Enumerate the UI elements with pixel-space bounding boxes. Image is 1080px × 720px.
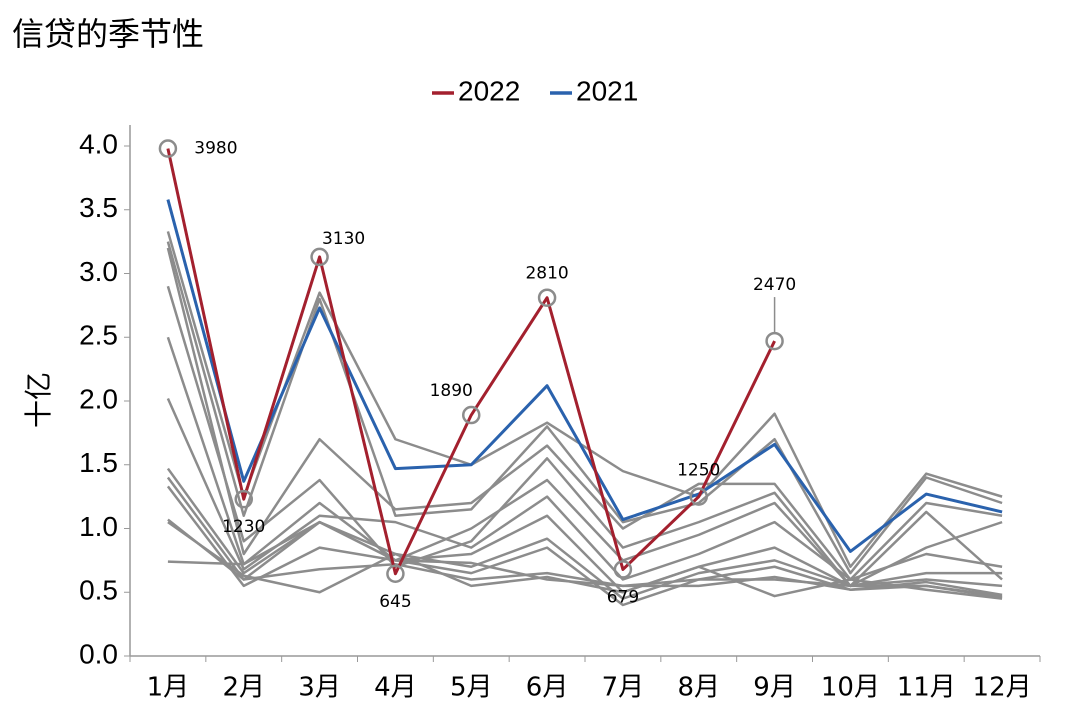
- point-marker: [537, 288, 557, 307]
- point-marker: [689, 487, 708, 506]
- x-tick-label: 12月: [973, 673, 1032, 703]
- data-label: 1230: [222, 517, 265, 537]
- x-tick-label: 10月: [821, 673, 880, 703]
- series-line: [166, 199, 1003, 553]
- point-marker: [310, 247, 329, 267]
- data-label: 1890: [430, 381, 473, 401]
- x-tick-label: 6月: [526, 673, 569, 703]
- data-label: 645: [379, 592, 411, 612]
- x-tick-label: 9月: [753, 673, 796, 703]
- point-marker: [386, 564, 405, 584]
- point-marker: [234, 489, 253, 509]
- point-marker: [613, 560, 633, 579]
- data-label: 2810: [525, 264, 568, 284]
- data-label: 2470: [753, 275, 796, 295]
- y-tick-label: 0.5: [79, 575, 118, 606]
- history-line: [166, 231, 1003, 568]
- x-tick-label: 4月: [374, 673, 417, 703]
- history-line: [166, 485, 1003, 607]
- history-line: [166, 247, 1003, 581]
- history-line: [166, 285, 1003, 588]
- point-marker: [158, 139, 178, 158]
- x-tick-label: 3月: [298, 673, 341, 703]
- x-tick-label: 11月: [897, 673, 956, 703]
- y-tick-label: 1.0: [79, 511, 118, 542]
- data-label: 3130: [322, 229, 365, 249]
- data-label: 679: [607, 587, 639, 607]
- x-tick-label: 1月: [147, 673, 190, 703]
- y-tick-label: 3.0: [79, 256, 118, 287]
- legend-label: 2022: [458, 75, 520, 106]
- series-line: [166, 148, 776, 576]
- y-tick-label: 0.0: [79, 638, 118, 669]
- data-label: 3980: [194, 139, 237, 159]
- chart-title: 信贷的季节性: [12, 15, 204, 53]
- x-tick-label: 7月: [602, 673, 645, 703]
- y-tick-label: 3.5: [79, 192, 118, 223]
- point-marker: [765, 331, 784, 351]
- x-tick-label: 2月: [222, 673, 265, 703]
- x-tick-label: 8月: [677, 673, 720, 703]
- history-line: [166, 336, 1003, 588]
- y-tick-label: 4.0: [79, 128, 118, 159]
- legend-label: 2021: [576, 75, 638, 106]
- history-line: [167, 521, 1003, 600]
- x-tick-label: 5月: [450, 673, 493, 703]
- data-label: 1250: [677, 461, 720, 481]
- y-tick-label: 2.5: [79, 320, 118, 351]
- y-tick-label: 1.5: [79, 447, 118, 478]
- history-line: [166, 467, 1003, 594]
- y-tick-label: 2.0: [79, 383, 118, 414]
- y-axis-label: 十亿: [22, 372, 55, 428]
- point-marker: [462, 405, 481, 425]
